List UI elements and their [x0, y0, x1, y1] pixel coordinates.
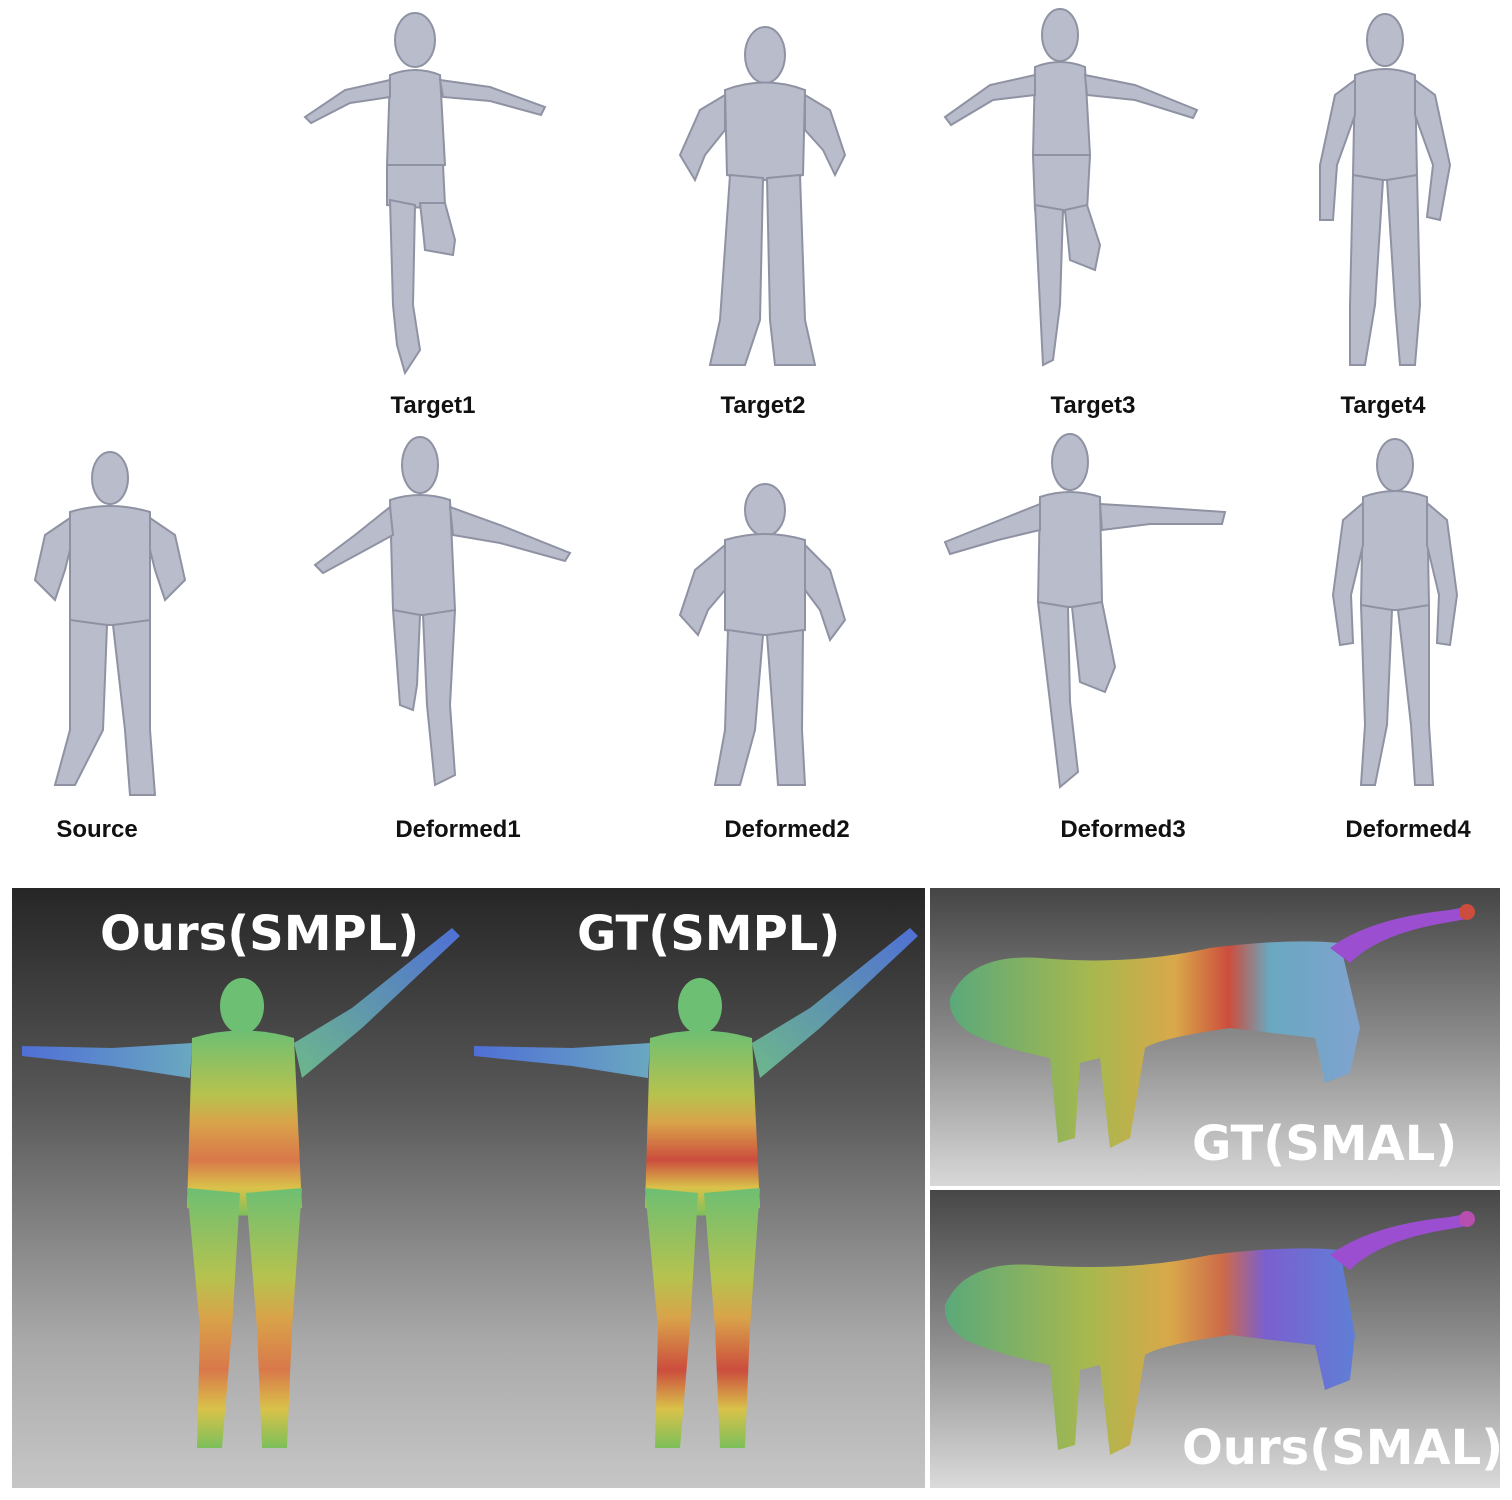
target1-caption: Target1 [390, 392, 476, 419]
target2-caption: Target2 [720, 392, 806, 419]
target3-caption: Target3 [1050, 392, 1136, 419]
smal-gt-panel: GT(SMAL) [930, 888, 1500, 1186]
target4-mesh [1319, 13, 1452, 366]
smpl-panel: Ours(SMPL) GT(SMPL) [12, 888, 925, 1488]
deformed3-mesh [943, 433, 1227, 789]
deformed4-caption: Deformed4 [1345, 816, 1471, 843]
target3-mesh [943, 8, 1199, 367]
source-caption: Source [56, 816, 138, 843]
deformed2-caption: Deformed2 [724, 816, 850, 843]
smpl-ours-label: Ours(SMPL) [100, 906, 420, 962]
target4-caption: Target4 [1340, 392, 1426, 419]
smpl-ours-body [22, 928, 460, 1448]
smal-ours-panel: Ours(SMAL) [930, 1190, 1500, 1488]
source-mesh [33, 451, 187, 796]
smal-ours-label: Ours(SMAL) [1182, 1420, 1500, 1476]
target2-mesh [678, 26, 847, 366]
deformed1-caption: Deformed1 [395, 816, 521, 843]
target1-mesh [303, 12, 547, 376]
smpl-gt-body [474, 928, 918, 1448]
deformed1-mesh [313, 436, 572, 787]
deformed4-mesh [1331, 438, 1459, 786]
smal-gt-tiger [949, 904, 1475, 1148]
smpl-gt-label: GT(SMPL) [577, 906, 841, 962]
smpl-heatmap-figures [22, 928, 918, 1448]
deformed3-caption: Deformed3 [1060, 816, 1186, 843]
smal-ours-tiger [944, 1211, 1475, 1455]
deformed2-mesh [678, 483, 847, 786]
smal-gt-label: GT(SMAL) [1192, 1116, 1458, 1172]
